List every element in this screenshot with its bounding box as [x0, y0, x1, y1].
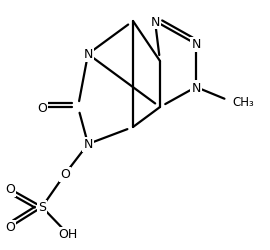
Text: OH: OH — [58, 228, 78, 240]
Text: O: O — [5, 183, 15, 196]
Text: S: S — [38, 201, 46, 214]
Text: N: N — [83, 48, 93, 61]
Text: O: O — [5, 220, 15, 234]
Text: N: N — [150, 16, 160, 28]
Text: CH₃: CH₃ — [232, 95, 254, 108]
Text: N: N — [191, 81, 201, 94]
Text: O: O — [60, 168, 70, 181]
Text: O: O — [37, 101, 47, 114]
Text: N: N — [83, 138, 93, 151]
Text: N: N — [191, 38, 201, 51]
